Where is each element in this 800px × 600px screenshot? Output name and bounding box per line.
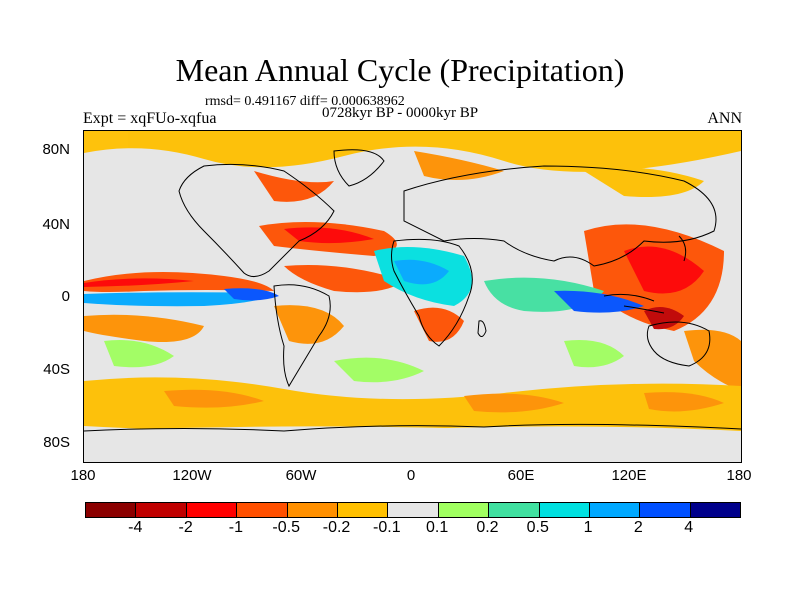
colorbar-swatch xyxy=(388,503,439,517)
lon-label-60w: 60W xyxy=(285,467,317,484)
lat-label-40s: 40S xyxy=(43,361,70,378)
lat-label-80s: 80S xyxy=(43,434,70,451)
lon-label-120e: 120E xyxy=(611,467,647,484)
coastlines xyxy=(84,149,741,432)
lon-label-180e: 180 xyxy=(726,467,752,484)
lat-label-80n: 80N xyxy=(42,141,70,158)
period-label: 0728kyr BP - 0000kyr BP xyxy=(322,105,479,121)
colorbar-label: -0.1 xyxy=(373,519,401,536)
colorbar-swatch xyxy=(589,503,641,517)
colorbar xyxy=(85,502,741,518)
lon-label-60e: 60E xyxy=(507,467,535,484)
colorbar-label: 0.1 xyxy=(426,519,449,536)
colorbar-label: 1 xyxy=(583,519,593,536)
colorbar-swatch xyxy=(337,503,389,517)
lon-label-0: 0 xyxy=(406,467,416,484)
experiment-label: Expt = xqFUo-xqfua xyxy=(83,110,217,127)
stats-label: rmsd= 0.491167 diff= 0.000638962 xyxy=(205,94,405,109)
chart-title: Mean Annual Cycle (Precipitation) xyxy=(175,52,625,88)
season-label: ANN xyxy=(707,110,742,127)
colorbar-label: 2 xyxy=(633,519,643,536)
colorbar-label: -4 xyxy=(128,519,143,536)
colorbar-label: -0.2 xyxy=(322,519,351,536)
lon-label-180w: 180 xyxy=(70,467,96,484)
colorbar-swatch xyxy=(640,503,691,517)
colorbar-swatch xyxy=(438,503,490,517)
colorbar-label: 0.2 xyxy=(476,519,499,536)
colorbar-label: 0.5 xyxy=(526,519,549,536)
precipitation-map xyxy=(83,130,742,463)
colorbar-label: -0.5 xyxy=(272,519,300,536)
colorbar-swatch xyxy=(186,503,238,517)
lon-label-120w: 120W xyxy=(172,467,212,484)
colorbar-swatch xyxy=(690,503,741,517)
colorbar-swatch xyxy=(86,503,137,517)
colorbar-swatch xyxy=(489,503,540,517)
lat-label-40n: 40N xyxy=(42,216,70,233)
colorbar-swatch xyxy=(539,503,590,517)
colorbar-swatch xyxy=(136,503,187,517)
colorbar-swatch xyxy=(237,503,288,517)
colorbar-label: -2 xyxy=(178,519,193,536)
anomaly-field xyxy=(84,131,741,462)
colorbar-label: 4 xyxy=(684,519,694,536)
lat-label-0: 0 xyxy=(61,288,70,305)
colorbar-label: -1 xyxy=(228,519,244,536)
colorbar-swatch xyxy=(287,503,338,517)
